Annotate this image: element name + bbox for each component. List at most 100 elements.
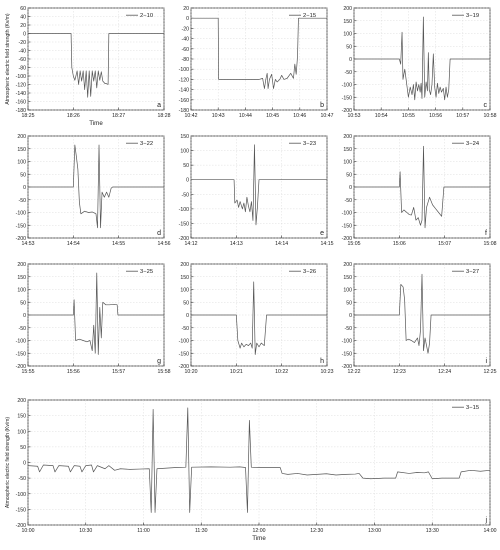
x-axis-label: Time — [252, 535, 266, 542]
y-tick-label: -200 — [16, 523, 26, 529]
x-tick-label: 14:53 — [22, 241, 35, 247]
y-tick-label: 100 — [180, 149, 189, 155]
x-tick-label: 14:12 — [185, 241, 198, 247]
y-tick-label: 0 — [186, 16, 189, 22]
x-tick-label: 12:00 — [253, 528, 266, 534]
legend-label: 2−10 — [140, 13, 153, 19]
y-tick-label: 0 — [349, 313, 352, 319]
chart-panel-2-15: 20 0 -20 -40 -60 -80 -100 -120 -140 -160 -18010:42… — [179, 6, 334, 119]
x-tick-label: 10:43 — [212, 113, 225, 119]
x-tick-label: 10:46 — [293, 113, 306, 119]
y-tick-label: -160 — [179, 98, 189, 104]
plot-frame — [190, 135, 328, 239]
y-tick-label: -200 — [16, 236, 26, 242]
y-tick-label: -50 — [345, 70, 353, 76]
x-tick-label: 12:22 — [348, 369, 361, 375]
y-tick-label: -150 — [179, 221, 189, 227]
panel-letter: a — [157, 102, 161, 109]
x-tick-label: 10:54 — [375, 113, 388, 119]
series-line-3-22 — [28, 144, 164, 229]
y-tick-label: 100 — [17, 429, 26, 435]
x-tick-label: 14:55 — [112, 241, 125, 247]
series-line-3-27 — [354, 273, 490, 354]
y-tick-label: 40 — [20, 15, 26, 21]
legend-label: 3−23 — [303, 141, 316, 147]
series-line-2-15 — [191, 17, 327, 89]
y-tick-label: -40 — [19, 49, 27, 55]
panel-letter: j — [484, 517, 487, 524]
x-tick-label: 10:57 — [456, 113, 469, 119]
y-tick-label: -100 — [16, 492, 26, 498]
y-tick-label: 100 — [343, 160, 352, 166]
x-tick-label: 11:30 — [195, 528, 208, 534]
x-tick-label: 10:53 — [348, 113, 361, 119]
y-tick-label: -50 — [345, 198, 353, 204]
y-tick-label: -120 — [179, 77, 189, 83]
y-tick-label: -150 — [342, 223, 352, 229]
y-axis-label: Atmospheric electric field strength (Kv/… — [5, 417, 11, 508]
x-tick-label: 15:57 — [112, 369, 125, 375]
y-tick-label: 100 — [180, 288, 189, 294]
y-tick-label: -40 — [182, 37, 190, 43]
y-tick-label: 200 — [17, 262, 26, 268]
x-tick-label: 10:58 — [484, 113, 497, 119]
legend-label: 3−24 — [466, 141, 480, 147]
y-tick-label: 150 — [180, 275, 189, 281]
x-tick-label: 14:14 — [275, 241, 288, 247]
x-tick-label: 13:00 — [368, 528, 381, 534]
y-axis-label: Atmospheric electric field strength (Kv/… — [5, 13, 11, 104]
y-tick-label: -180 — [16, 108, 26, 114]
x-tick-label: 10:22 — [275, 369, 288, 375]
y-tick-label: -100 — [179, 339, 189, 345]
y-tick-label: -60 — [182, 47, 190, 53]
legend-label: 3−25 — [140, 269, 153, 275]
chart-panel-2-10: 6040200-20-40-60-80-100-120-140-160-1801… — [5, 6, 171, 127]
y-tick-label: -60 — [19, 57, 27, 63]
y-tick-label: -150 — [16, 223, 26, 229]
x-tick-label: 10:23 — [321, 369, 334, 375]
y-tick-label: 50 — [346, 44, 352, 50]
x-tick-label: 18:28 — [158, 113, 171, 119]
x-tick-label: 15:56 — [67, 369, 80, 375]
y-tick-label: 0 — [23, 185, 26, 191]
y-tick-label: 100 — [17, 160, 26, 166]
y-tick-label: -20 — [19, 40, 27, 46]
y-tick-label: -20 — [182, 26, 190, 32]
series-line-3-15 — [27, 407, 491, 513]
x-axis-label: Time — [89, 120, 103, 127]
panel-letter: f — [485, 230, 487, 237]
y-tick-label: -140 — [179, 88, 189, 94]
y-tick-label: 200 — [343, 134, 352, 140]
y-tick-label: 0 — [23, 313, 26, 319]
y-tick-label: 50 — [346, 300, 352, 306]
x-tick-label: 18:25 — [22, 113, 35, 119]
y-tick-label: -150 — [16, 507, 26, 513]
x-tick-label: 10:44 — [239, 113, 252, 119]
panel-letter: g — [157, 358, 161, 365]
series-line-3-19 — [354, 16, 490, 101]
x-tick-label: 10:42 — [185, 113, 198, 119]
y-tick-label: 0 — [23, 32, 26, 38]
x-tick-label: 15:06 — [393, 241, 406, 247]
y-tick-label: 150 — [343, 19, 352, 25]
y-tick-label: 50 — [20, 445, 26, 451]
y-tick-label: 60 — [20, 6, 26, 12]
x-tick-label: 10:00 — [22, 528, 35, 534]
panel-letter: i — [485, 358, 487, 365]
y-tick-label: 0 — [186, 178, 189, 184]
x-tick-label: 10:20 — [185, 369, 198, 375]
x-tick-label: 12:24 — [438, 369, 451, 375]
legend-label: 2−15 — [303, 13, 316, 19]
y-tick-label: -100 — [16, 74, 26, 80]
y-tick-label: 150 — [17, 275, 26, 281]
y-tick-label: -200 — [342, 236, 352, 242]
x-tick-label: 10:56 — [429, 113, 442, 119]
x-tick-label: 12:30 — [310, 528, 323, 534]
legend-label: 3−15 — [466, 405, 479, 411]
